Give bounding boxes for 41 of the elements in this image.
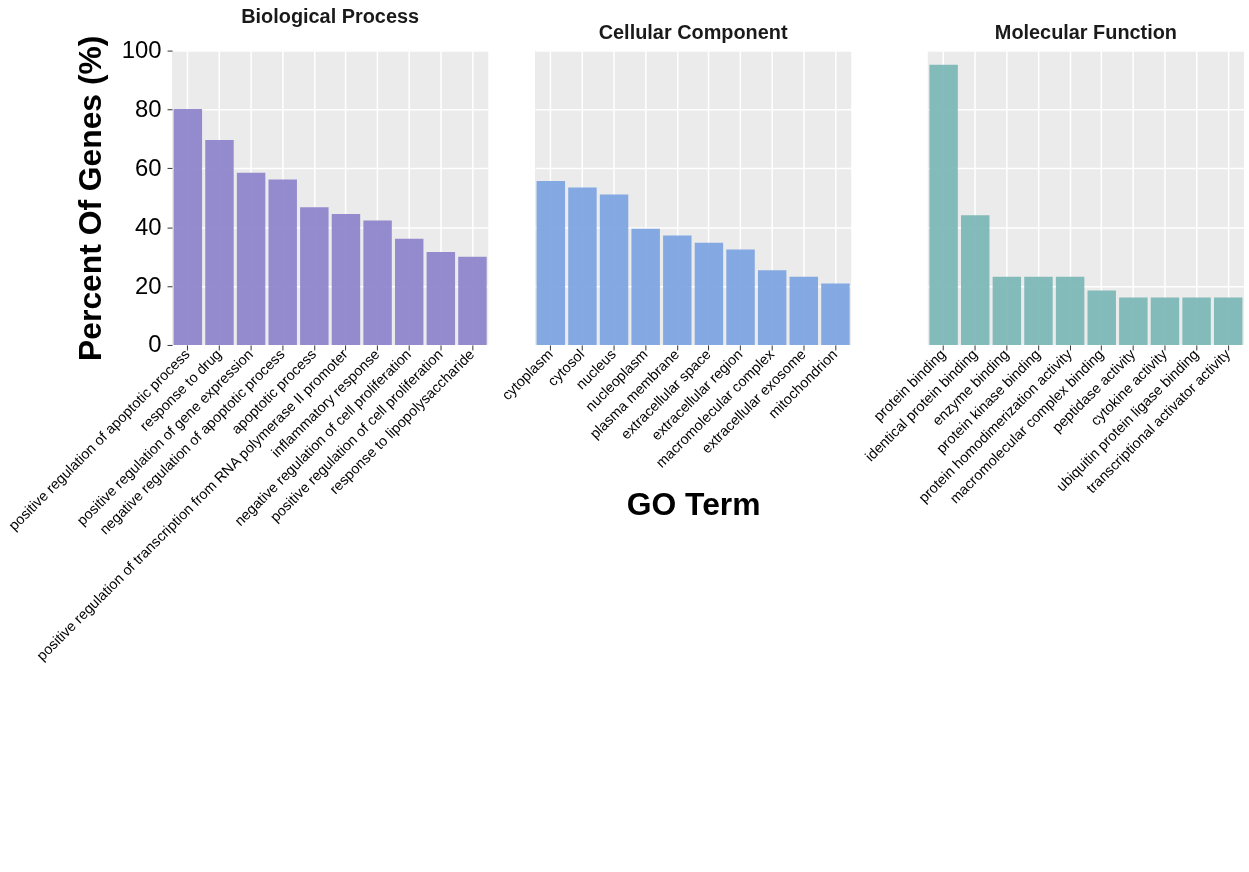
y-tick-label: 20: [135, 271, 162, 299]
bar: [458, 256, 487, 345]
y-tick-label: 0: [148, 330, 162, 358]
bar: [426, 251, 456, 345]
bar: [1119, 297, 1148, 345]
bar: [757, 270, 787, 345]
y-tick-label: 60: [135, 153, 162, 181]
y-tick-label: 40: [135, 212, 162, 240]
bar: [726, 249, 755, 345]
bar: [1055, 276, 1085, 345]
bar: [568, 187, 597, 345]
chart-title: Biological Process: [241, 5, 420, 28]
x-axis-title: GO Term: [626, 486, 761, 523]
bar: [1213, 297, 1243, 345]
bar: [961, 215, 990, 345]
chart-title: Molecular Function: [994, 20, 1178, 43]
bar: [599, 194, 629, 345]
bar: [300, 207, 329, 345]
bar: [694, 242, 724, 345]
bar: [992, 276, 1022, 345]
bar: [1024, 276, 1053, 345]
bar: [929, 64, 958, 345]
bar: [363, 220, 392, 345]
bar: [205, 140, 234, 345]
bar: [631, 228, 660, 345]
y-tick-label: 80: [135, 94, 162, 122]
y-tick-label: 100: [121, 36, 162, 64]
bar: [1150, 297, 1180, 345]
bar: [173, 108, 203, 345]
chart-title: Cellular Component: [598, 20, 788, 43]
bar: [1087, 290, 1116, 345]
bar: [663, 235, 692, 345]
bar: [236, 172, 266, 345]
bar: [536, 180, 566, 345]
bar: [331, 213, 361, 345]
bar: [1182, 297, 1211, 345]
bar: [821, 283, 850, 345]
y-axis-title: Percent Of Genes (%): [71, 35, 108, 361]
bar: [268, 179, 297, 345]
bar: [394, 238, 424, 345]
bar: [789, 276, 819, 345]
